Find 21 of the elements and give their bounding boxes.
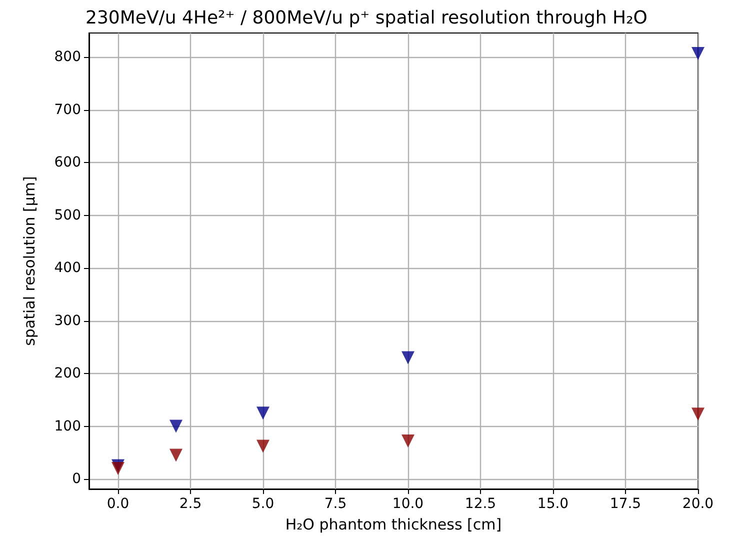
x-tick-label: 0.0 [106,496,130,512]
x-tick-label: 7.5 [324,496,347,512]
x-tick-label: 10.0 [392,496,424,512]
y-tick-label: 0 [72,470,81,487]
y-tick-label: 500 [54,207,81,224]
y-tick-label: 600 [54,154,81,171]
x-tick-label: 15.0 [537,496,569,512]
x-tick-label: 12.5 [464,496,496,512]
x-tick-label: 20.0 [682,496,714,512]
x-tick-label: 17.5 [610,496,642,512]
y-tick-label: 200 [54,366,81,382]
chart-title: 230MeV/u 4He²⁺ / 800MeV/u p⁺ spatial resolution through H₂O [86,8,648,28]
x-tick-label: 5.0 [252,496,274,512]
y-tick-label: 400 [54,260,81,276]
y-tick-label: 800 [54,49,81,66]
y-tick-label: 300 [54,312,81,329]
y-axis-title: spatial resolution [μm] [20,176,38,346]
y-tick-label: 700 [54,102,81,118]
x-tick-label: 2.5 [179,496,202,512]
x-axis-title: H₂O phantom thickness [cm] [285,516,502,534]
y-tick-label: 100 [54,418,81,434]
